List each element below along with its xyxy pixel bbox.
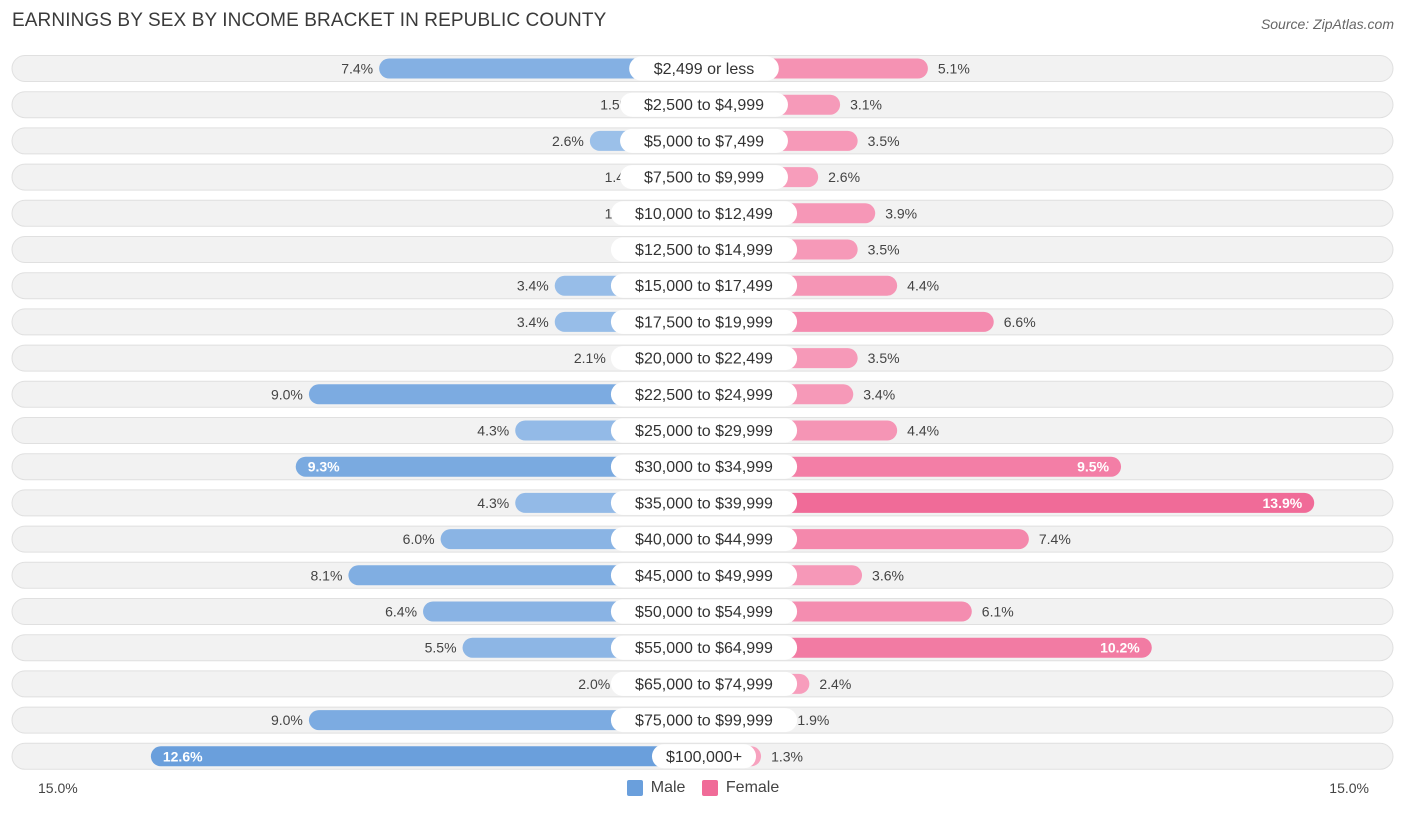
category-label: $25,000 to $29,999 [635, 423, 773, 440]
category-label-pill [610, 382, 798, 407]
category-label: $40,000 to $44,999 [635, 532, 773, 549]
category-label-pill [610, 563, 798, 588]
female-value-label: 1.3% [771, 748, 803, 764]
female-value-label: 9.5% [1077, 459, 1109, 475]
female-value-label: 13.9% [1263, 495, 1303, 511]
category-label: $12,500 to $14,999 [635, 242, 773, 259]
category-label: $2,499 or less [654, 61, 755, 78]
female-value-label: 3.4% [863, 386, 895, 402]
category-label-pill [610, 273, 798, 298]
female-value-label: 4.4% [907, 278, 939, 294]
female-value-label: 5.1% [938, 61, 970, 77]
category-label-pill [610, 454, 798, 479]
male-value-label: 5.5% [425, 640, 457, 656]
category-label: $15,000 to $17,499 [635, 278, 773, 295]
male-value-label: 6.0% [403, 531, 435, 547]
male-value-label: 9.0% [271, 386, 303, 402]
source-note: Source: ZipAtlas.com [1260, 16, 1394, 32]
category-label: $45,000 to $49,999 [635, 568, 773, 585]
male-value-label: 4.3% [477, 423, 509, 439]
female-value-label: 6.6% [1004, 314, 1036, 330]
category-label: $2,500 to $4,999 [644, 97, 764, 114]
female-value-label: 3.9% [885, 205, 917, 221]
male-value-label: 12.6% [163, 748, 203, 764]
category-label: $22,500 to $24,999 [635, 387, 773, 404]
male-value-label: 8.1% [310, 567, 342, 583]
axis-left-label: 15.0% [38, 780, 78, 796]
female-value-label: 2.4% [819, 676, 851, 692]
category-label: $50,000 to $54,999 [635, 604, 773, 621]
category-label-pill [610, 527, 798, 552]
category-label: $100,000+ [666, 749, 742, 766]
category-label-pill [610, 635, 798, 660]
male-value-label: 2.0% [578, 676, 610, 692]
legend-swatch-male [626, 780, 643, 796]
male-value-label: 6.4% [385, 604, 417, 620]
female-value-label: 3.1% [850, 97, 882, 113]
female-bar [704, 637, 1152, 658]
legend-label-female: Female [725, 779, 780, 796]
legend-swatch-female [701, 780, 718, 796]
category-label: $10,000 to $12,499 [635, 206, 773, 223]
male-bar [295, 456, 704, 477]
chart-title: EARNINGS BY SEX BY INCOME BRACKET IN REP… [12, 10, 607, 31]
category-label-pill [610, 346, 798, 371]
female-value-label: 3.5% [868, 350, 900, 366]
category-label: $17,500 to $19,999 [635, 314, 773, 331]
female-value-label: 7.4% [1039, 531, 1071, 547]
male-value-label: 9.3% [308, 459, 340, 475]
category-label-pill [610, 708, 798, 733]
category-label: $7,500 to $9,999 [644, 170, 764, 187]
category-label: $55,000 to $64,999 [635, 640, 773, 657]
category-label: $65,000 to $74,999 [635, 676, 773, 693]
category-label-pill [620, 128, 788, 153]
female-value-label: 4.4% [907, 423, 939, 439]
category-label-pill [610, 201, 798, 226]
category-label: $35,000 to $39,999 [635, 495, 773, 512]
female-value-label: 10.2% [1100, 640, 1140, 656]
female-value-label: 2.6% [828, 169, 860, 185]
category-label-pill [610, 309, 798, 334]
category-label-pill [651, 744, 757, 769]
legend: Male Female [0, 779, 1406, 801]
female-bar [704, 456, 1122, 477]
female-value-label: 3.5% [868, 133, 900, 149]
category-label-pill [620, 165, 788, 190]
male-value-label: 7.4% [341, 61, 373, 77]
legend-item-male[interactable]: Male [626, 779, 686, 797]
category-label-pill [610, 490, 798, 515]
category-label: $20,000 to $22,499 [635, 351, 773, 368]
category-label: $75,000 to $99,999 [635, 713, 773, 730]
male-value-label: 9.0% [271, 712, 303, 728]
category-label-pill [610, 599, 798, 624]
category-label-pill [629, 56, 779, 81]
legend-item-female[interactable]: Female [701, 779, 780, 797]
male-value-label: 2.1% [574, 350, 606, 366]
female-bar [704, 492, 1315, 513]
male-bar [308, 384, 704, 405]
axis-right-label: 15.0% [1329, 780, 1369, 796]
category-label-pill [620, 92, 788, 117]
category-label-pill [610, 418, 798, 443]
female-value-label: 3.5% [868, 242, 900, 258]
female-value-label: 6.1% [982, 604, 1014, 620]
category-label-pill [610, 671, 798, 696]
male-bar [150, 746, 705, 767]
male-value-label: 3.4% [517, 314, 549, 330]
category-label-pill [610, 237, 798, 262]
legend-label-male: Male [650, 779, 686, 796]
category-label: $30,000 to $34,999 [635, 459, 773, 476]
category-label: $5,000 to $7,499 [644, 133, 764, 150]
male-value-label: 2.6% [552, 133, 584, 149]
male-bar [308, 710, 704, 731]
male-value-label: 4.3% [477, 495, 509, 511]
female-value-label: 1.9% [797, 712, 829, 728]
male-bar [379, 58, 704, 79]
male-value-label: 3.4% [517, 278, 549, 294]
female-value-label: 3.6% [872, 567, 904, 583]
